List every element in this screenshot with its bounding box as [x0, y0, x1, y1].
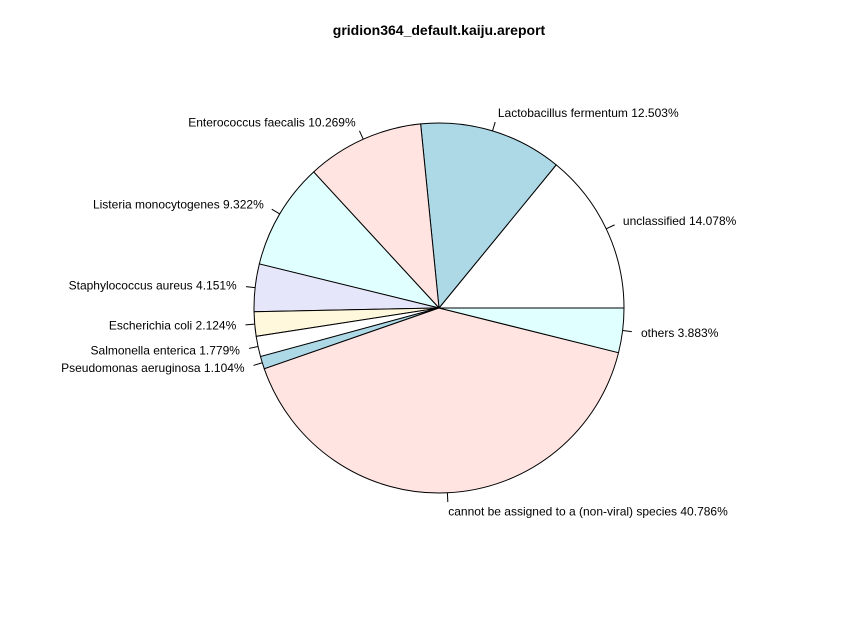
- slice-label: others 3.883%: [641, 326, 719, 340]
- leader-line: [245, 323, 255, 326]
- slice-label: Enterococcus faecalis 10.269%: [188, 115, 356, 129]
- leader-line: [605, 224, 615, 230]
- chart-title: gridion364_default.kaiju.areport: [333, 22, 546, 38]
- slice-label: unclassified 14.078%: [623, 214, 737, 228]
- leader-lines: [245, 121, 632, 503]
- leader-line: [248, 346, 259, 349]
- leader-line: [271, 208, 280, 215]
- leader-line: [622, 330, 632, 333]
- pie-slice: [437, 164, 625, 309]
- leader-line: [253, 362, 263, 366]
- slice-labels: unclassified 14.078% Lactobacillus fermen…: [61, 106, 737, 518]
- leader-line: [492, 121, 496, 132]
- pie-slice: [263, 307, 620, 494]
- slice-label: Lactobacillus fermentum 12.503%: [498, 106, 679, 120]
- pie-slices: [253, 122, 625, 494]
- pie-slice: [420, 122, 557, 310]
- slice-label: cannot be assigned to a (non-viral) spec…: [448, 504, 728, 518]
- pie-slice: [438, 307, 625, 354]
- pie-slice: [312, 123, 440, 310]
- leader-line: [358, 130, 364, 140]
- slice-label: Listeria monocytogenes 9.322%: [93, 198, 264, 212]
- slice-label: Salmonella enterica 1.779%: [91, 343, 241, 357]
- slice-label: Escherichia coli 2.124%: [109, 319, 237, 333]
- slice-label: Staphylococcus aureus 4.151%: [69, 279, 237, 293]
- slice-label: Pseudomonas aeruginosa 1.104%: [61, 361, 245, 375]
- leader-line: [245, 286, 256, 289]
